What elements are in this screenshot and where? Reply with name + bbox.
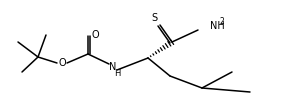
Text: N: N (109, 62, 117, 72)
Text: S: S (151, 13, 157, 23)
Text: O: O (91, 30, 99, 40)
Text: O: O (58, 58, 66, 68)
Text: NH: NH (210, 21, 225, 31)
Text: 2: 2 (219, 17, 224, 26)
Text: H: H (114, 68, 120, 78)
